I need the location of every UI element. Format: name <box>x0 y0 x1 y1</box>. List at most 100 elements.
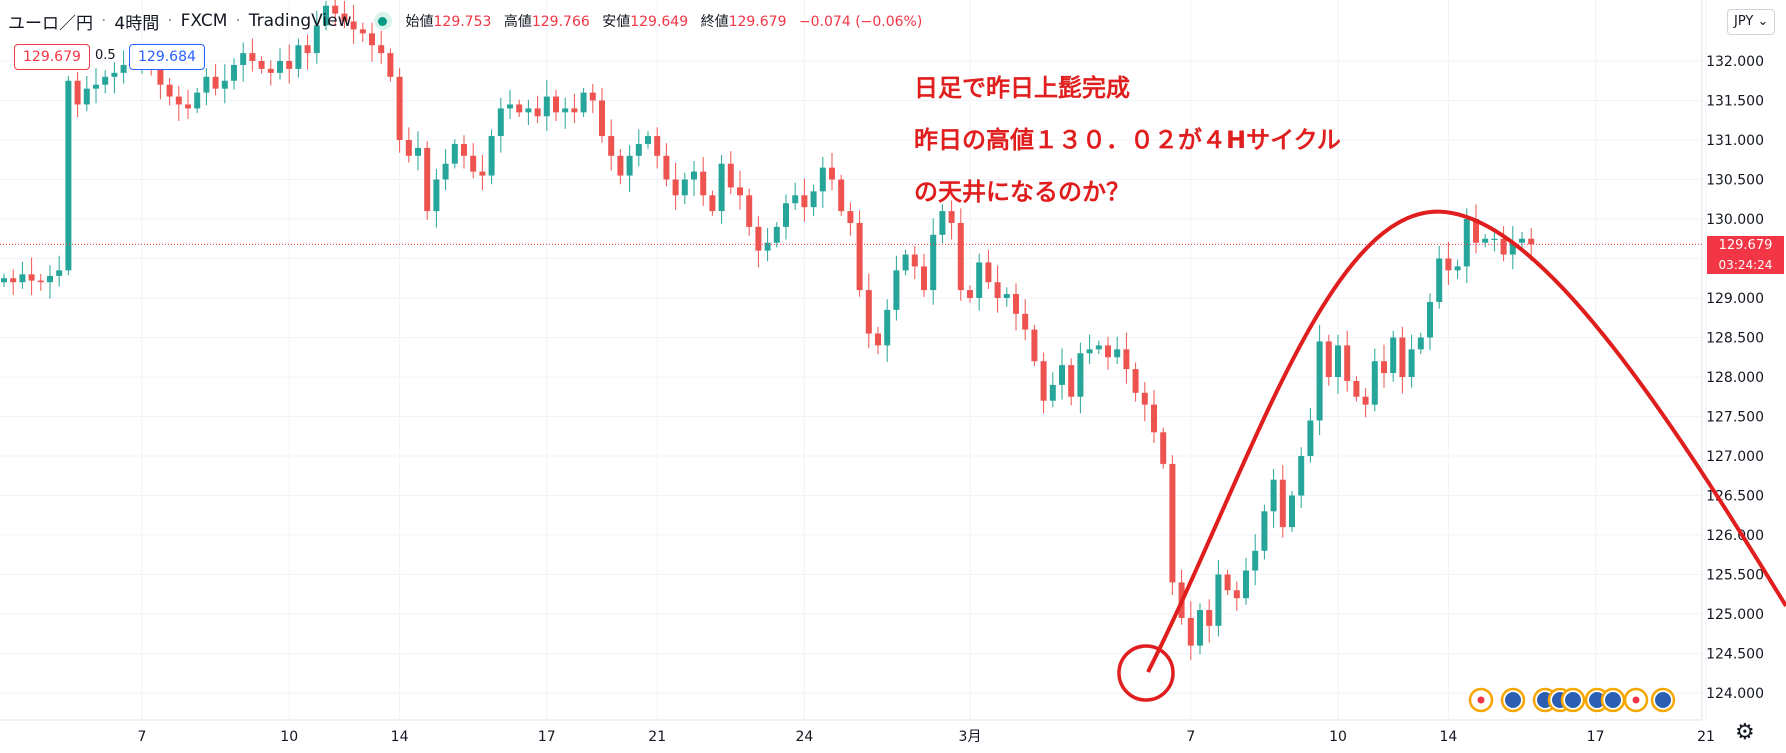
candle-body <box>1335 345 1341 377</box>
candle-body <box>479 171 486 176</box>
candle-body <box>1427 301 1433 338</box>
candle-body <box>681 179 688 196</box>
candle-body <box>65 80 72 271</box>
candle-body <box>1528 238 1535 245</box>
gear-icon[interactable]: ⚙ <box>1735 720 1755 745</box>
bar-countdown: 03:24:24 <box>1707 256 1784 274</box>
candle-body <box>617 155 624 176</box>
candle-body <box>764 242 771 251</box>
candle-body <box>19 274 26 283</box>
candle-body <box>967 290 973 298</box>
last-price-tag: 129.679 <box>1707 236 1784 256</box>
candle-body <box>865 290 872 334</box>
time-tick-label: 7 <box>1186 729 1195 745</box>
flag-eu-icon <box>1565 692 1581 708</box>
candle-body <box>221 80 228 89</box>
platform-label: TradingView <box>248 11 352 31</box>
candle-body <box>985 262 992 283</box>
candle-body <box>893 270 900 310</box>
candle-body <box>571 108 578 113</box>
candle-body <box>1436 258 1443 302</box>
candle-body <box>746 195 753 227</box>
candle-body <box>1261 511 1268 551</box>
candle-body <box>819 167 826 192</box>
candle-body <box>626 155 633 176</box>
market-open-icon <box>373 12 392 30</box>
flag-eu-icon <box>1605 692 1621 708</box>
candle-body <box>654 136 661 156</box>
candle-body <box>166 84 173 97</box>
candle-body <box>1344 345 1351 381</box>
candle-body <box>1316 341 1323 421</box>
symbol-name[interactable]: ユーロ／円 <box>8 13 93 34</box>
candle-body <box>543 96 550 117</box>
candle-body <box>1022 313 1029 330</box>
candle-body <box>93 84 99 89</box>
candle-body <box>589 92 596 101</box>
candle-body <box>1519 238 1525 243</box>
interval-label[interactable]: 4時間 <box>114 13 160 34</box>
candle-body <box>1279 479 1286 528</box>
open-value: 129.753 <box>433 14 492 30</box>
candle-body <box>1114 349 1121 358</box>
time-tick-label: 17 <box>538 729 556 745</box>
candle-body <box>635 143 642 156</box>
price-tick-label: 131.500 <box>1706 94 1764 110</box>
candle-body <box>838 179 845 212</box>
time-axis: 7 10 14 17 21 24 3月 7 10 14 17 21 <box>138 729 1715 745</box>
candle-body <box>1252 550 1259 571</box>
price-tick-label: 132.000 <box>1706 54 1764 70</box>
candle-body <box>1 278 7 283</box>
candle-body <box>902 254 909 271</box>
candle-body <box>1362 396 1369 405</box>
candle-body <box>304 45 311 54</box>
price-tick-label: 129.000 <box>1706 291 1764 307</box>
price-axis: 124.000124.500125.000125.500126.000126.5… <box>1706 54 1764 702</box>
candle-body <box>249 53 256 61</box>
candle-body <box>286 61 293 69</box>
sell-button[interactable]: 129.679 <box>14 44 90 70</box>
ohlc-values: 始値129.753 高値129.766 安値129.649 終値129.679 … <box>405 14 923 30</box>
cycle-arc-drawing <box>1146 209 1786 673</box>
low-value: 129.649 <box>630 14 689 30</box>
candle-body <box>580 92 587 113</box>
candle-body <box>709 195 716 212</box>
candle-body <box>1509 242 1516 255</box>
flag-eu-icon <box>1655 692 1671 708</box>
buy-button[interactable]: 129.684 <box>129 44 205 70</box>
candle-body <box>1206 610 1213 626</box>
candle-body <box>47 275 53 283</box>
annotation-line-1: 日足で昨日上髭完成 <box>914 74 1130 102</box>
chart-legend: ユーロ／円 · 4時間 · FXCM · TradingView 始値129.7… <box>8 8 930 34</box>
candle-body <box>691 171 697 180</box>
candle-body <box>792 195 799 204</box>
candle-body <box>451 143 458 164</box>
candle-body <box>553 96 559 113</box>
candle-body <box>240 53 247 65</box>
swing-low-circle <box>1117 644 1175 702</box>
candle-body <box>930 234 937 291</box>
candle-body <box>562 108 569 113</box>
price-tick-label: 125.000 <box>1706 607 1764 623</box>
candle-body <box>258 61 265 69</box>
candle-body <box>525 108 532 113</box>
candle-body <box>1095 345 1102 350</box>
time-tick-label: 17 <box>1587 729 1605 745</box>
candle-body <box>1399 337 1406 377</box>
candle-body <box>911 254 918 267</box>
candle-body <box>1086 349 1093 354</box>
price-tick-label: 130.500 <box>1706 173 1764 189</box>
candle-body <box>295 45 302 69</box>
candle-body <box>277 61 283 73</box>
candle-body <box>700 171 707 196</box>
time-tick-label: 14 <box>1439 729 1457 745</box>
candle-body <box>1270 479 1277 512</box>
candle-body <box>507 104 513 109</box>
candle-body <box>1454 266 1461 271</box>
price-tick-label: 126.000 <box>1706 528 1764 544</box>
flag-eu-icon <box>1505 692 1521 708</box>
candle-body <box>829 167 835 180</box>
candle-body <box>516 104 523 113</box>
currency-button[interactable]: JPY ⌄ <box>1727 9 1776 35</box>
